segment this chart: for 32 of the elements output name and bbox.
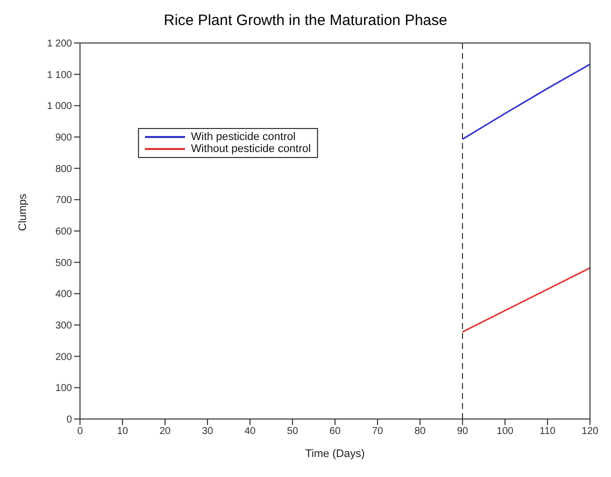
y-tick-label: 200 [55, 352, 72, 363]
x-axis-title: Time (Days) [305, 448, 365, 460]
x-tick-label: 100 [496, 426, 514, 438]
y-tick-label: 100 [55, 383, 72, 394]
y-tick-label: 600 [55, 226, 72, 238]
y-tick-label: 0 [66, 414, 72, 426]
legend-label: Without pesticide control [191, 143, 311, 155]
x-tick-label: 0 [77, 426, 84, 438]
x-tick-label: 90 [456, 426, 468, 438]
x-tick-label: 110 [540, 426, 556, 438]
y-tick-label: 700 [55, 195, 72, 206]
x-tick-label: 50 [286, 426, 298, 438]
x-tick-label: 80 [414, 426, 426, 438]
y-tick-label: 1 200 [46, 38, 72, 50]
x-tick-label: 10 [116, 426, 128, 438]
y-tick-label: 300 [55, 320, 72, 332]
x-tick-label: 60 [329, 426, 341, 438]
chart-title: Rice Plant Growth in the Maturation Phase [162, 11, 448, 31]
y-tick-label: 1 000 [46, 101, 72, 112]
legend-label: With pesticide control [191, 131, 296, 143]
y-tick-label: 1 100 [46, 70, 72, 81]
y-tick-label: 500 [55, 258, 72, 269]
x-tick-label: 30 [202, 426, 214, 438]
x-tick-label: 20 [159, 426, 171, 438]
y-tick-label: 800 [55, 164, 72, 175]
x-tick-label: 70 [372, 426, 384, 438]
x-tick-label: 40 [244, 426, 256, 438]
y-axis-title: Clumps [16, 193, 29, 231]
y-tick-label: 400 [55, 289, 72, 300]
line-series [462, 64, 590, 140]
y-tick-label: 900 [55, 132, 72, 144]
x-tick-label: 120 [582, 426, 599, 438]
